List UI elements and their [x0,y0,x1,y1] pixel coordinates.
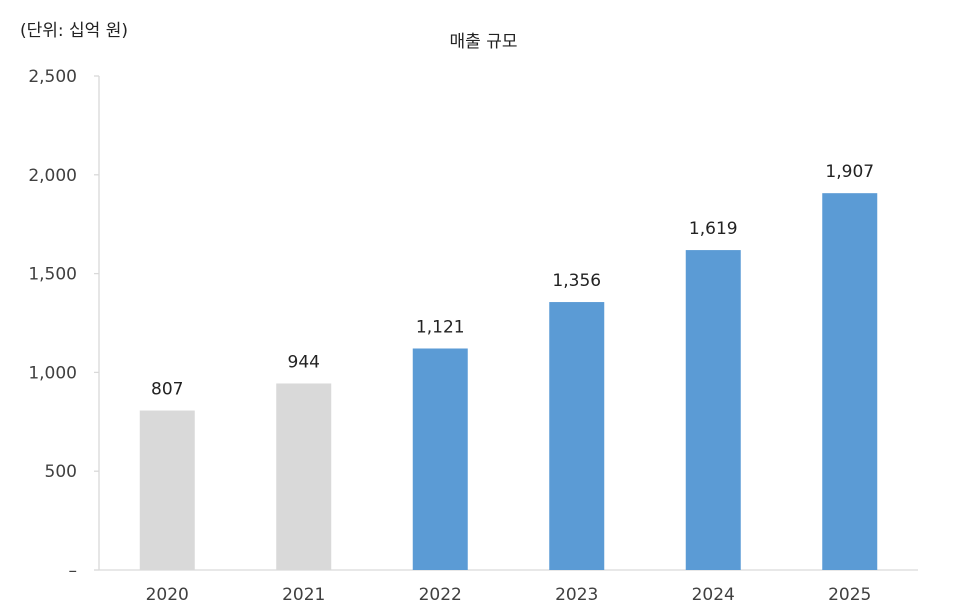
data-label: 1,356 [552,271,601,291]
unit-label: (단위: 십억 원) [20,21,128,41]
y-tick-label: 2,500 [28,67,77,87]
x-tick-label: 2025 [828,585,871,605]
y-tick-label: 500 [45,462,77,482]
y-tick-label: – [69,561,78,581]
data-label: 1,121 [416,317,465,337]
chart-title: 매출 규모 [449,32,518,52]
x-tick-label: 2023 [555,585,598,605]
data-label: 944 [288,352,320,372]
x-tick-label: 2020 [146,585,189,605]
bar-2022 [412,348,468,570]
y-tick-label: 2,000 [28,166,77,186]
bar-2024 [685,250,741,570]
data-label: 1,619 [689,219,738,239]
bar-2023 [549,302,605,570]
x-tick-label: 2022 [419,585,462,605]
bar-2025 [822,193,878,570]
x-tick-label: 2021 [282,585,325,605]
x-tick-label: 2024 [692,585,735,605]
y-tick-label: 1,500 [28,265,77,285]
data-label: 1,907 [825,162,874,182]
bar-2021 [276,383,332,570]
y-tick-label: 1,000 [28,363,77,383]
data-label: 807 [151,380,183,400]
bar-2020 [139,410,195,570]
